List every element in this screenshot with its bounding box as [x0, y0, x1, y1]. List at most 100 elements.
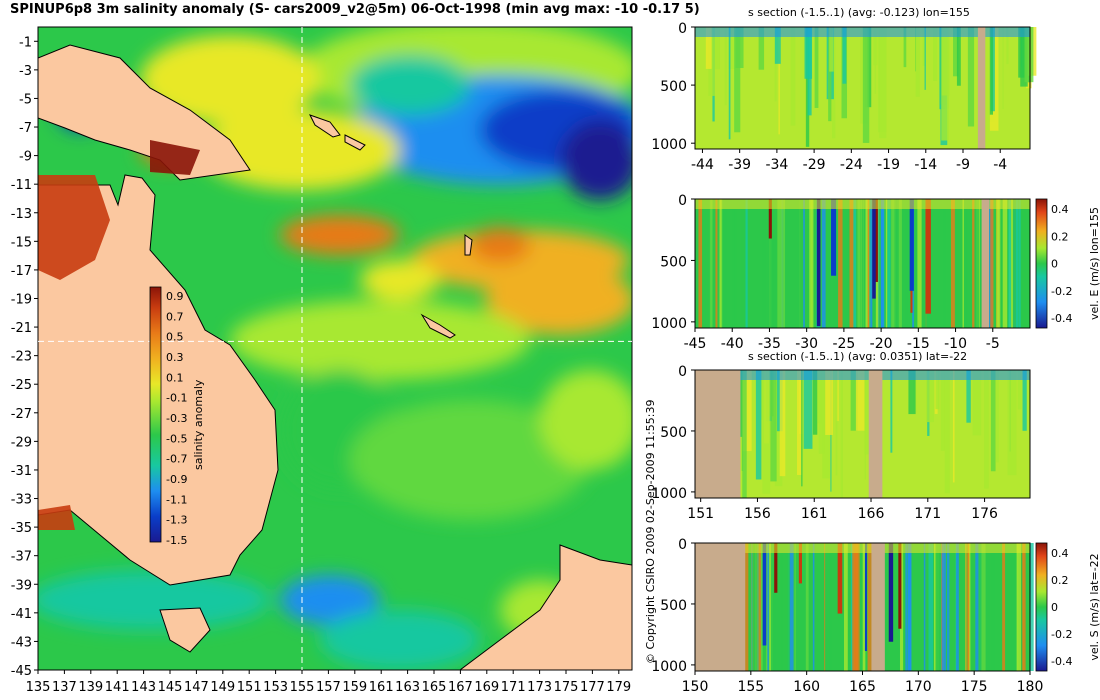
- x-tick-label: -24: [840, 157, 863, 173]
- depth-tick-label: 1000: [651, 316, 687, 332]
- section-streak: [774, 27, 777, 102]
- section-streak: [873, 27, 878, 66]
- section-streak: [989, 27, 993, 115]
- lat-tick-label: -25: [11, 378, 32, 393]
- x-tick-label: 180: [1017, 679, 1044, 695]
- section-streak: [790, 27, 796, 126]
- section-streak: [922, 27, 926, 66]
- lon-tick-label: 157: [316, 680, 341, 695]
- section-streak: [956, 27, 961, 86]
- section-jet: [888, 543, 894, 642]
- section-streak: [956, 543, 959, 671]
- section-streak: [830, 543, 833, 671]
- section-streak: [862, 543, 866, 671]
- section-surface: [695, 543, 1030, 553]
- section-surface: [695, 199, 1030, 209]
- x-tick-label: 155: [737, 679, 764, 695]
- map-colorbar-tick: 0.9: [166, 290, 184, 303]
- section-streak: [981, 543, 986, 671]
- velocity-colorbar-tick: 0.2: [1051, 574, 1069, 587]
- x-tick-label: 166: [858, 506, 885, 522]
- section-streak: [814, 27, 819, 108]
- section-streak: [743, 543, 749, 671]
- section-frame: [694, 369, 1031, 499]
- lat-axis: -1 -3 -5 -7 -9 -11 -13 -15 -17 -19 -21 -23 -25 -27 -29…: [11, 35, 38, 679]
- lon-axis: 135 137 139 141 143 145 147 149 151 153 155 157 159 1…: [26, 670, 631, 695]
- section-streak: [762, 370, 771, 494]
- section-streak: [1022, 199, 1027, 328]
- section-jet: [762, 543, 767, 646]
- section-streak: [955, 543, 957, 671]
- lon-tick-label: 171: [501, 680, 526, 695]
- x-tick-label: 176: [971, 506, 998, 522]
- map-colorbar-tick: 0.1: [166, 371, 184, 384]
- section-jet: [837, 543, 843, 614]
- section-streak: [745, 199, 748, 328]
- section-streak: [984, 370, 989, 489]
- section-streak: [731, 199, 736, 328]
- section-jet: [898, 543, 902, 629]
- section-streak: [705, 199, 707, 328]
- section-streak: [867, 199, 870, 328]
- section-streak: [742, 370, 747, 498]
- section-streak: [828, 27, 832, 122]
- section-streak: [734, 27, 741, 133]
- section-jet: [864, 543, 867, 651]
- depth-tick-label: 1000: [651, 137, 687, 153]
- section-land: [868, 370, 883, 498]
- section-streak: [825, 370, 833, 435]
- lon-tick-label: 137: [52, 680, 77, 695]
- section-streak: [761, 199, 767, 328]
- section-streak: [824, 543, 826, 671]
- section-jet: [816, 199, 821, 327]
- section-streak: [1029, 543, 1034, 671]
- section-streak: [705, 27, 712, 69]
- section-streak: [890, 370, 893, 453]
- velocity-colorbar-tick: 0.4: [1051, 203, 1069, 216]
- lat-tick-label: -9: [19, 150, 32, 165]
- lat-tick-label: -19: [11, 292, 32, 307]
- section-field: [695, 543, 1030, 671]
- section-1-title: s section (-1.5..1) (avg: -0.123) lon=15…: [748, 6, 970, 19]
- depth-tick-label: 0: [678, 537, 687, 553]
- section-streak: [803, 370, 813, 449]
- lat-tick-label: -3: [19, 64, 32, 79]
- section-streak: [770, 370, 777, 482]
- lon-tick-label: 135: [26, 680, 51, 695]
- velocity-colorbar-tick: 0: [1051, 258, 1058, 271]
- section-streak: [925, 370, 934, 423]
- section-jet: [768, 199, 772, 239]
- lat-tick-label: -15: [11, 235, 32, 250]
- velocity-colorbar-label: vel. S (m/s) lat=-22: [1088, 553, 1100, 660]
- section-streak: [855, 543, 860, 671]
- section-streak: [835, 370, 838, 476]
- section-streak: [723, 199, 728, 328]
- section-streak: [1002, 27, 1004, 109]
- x-tick-label: 161: [801, 506, 828, 522]
- section-streak: [905, 199, 908, 328]
- new-caledonia: [420, 313, 456, 339]
- section-streak: [972, 199, 975, 328]
- section-streak: [870, 199, 873, 328]
- velocity-colorbar-tick: 0: [1051, 601, 1058, 614]
- map-colorbar-tick: -0.7: [166, 453, 187, 466]
- section-streak: [997, 199, 999, 328]
- velocity-colorbar: [1035, 198, 1048, 329]
- section-frame: [694, 26, 1031, 150]
- lon-tick-label: 139: [78, 680, 103, 695]
- section-land: [871, 543, 885, 671]
- section-frame: [694, 198, 1031, 329]
- section-streak: [708, 199, 711, 328]
- section-streak: [1017, 370, 1022, 410]
- section-streak: [821, 199, 826, 328]
- section-streak: [996, 370, 999, 463]
- x-tick-label: -10: [944, 336, 967, 352]
- solomon-islands: [309, 114, 366, 151]
- section-streak: [956, 199, 959, 328]
- section-streak: [760, 370, 765, 420]
- velocity-colorbar-tick: -0.4: [1051, 312, 1072, 325]
- section-streak: [1012, 199, 1017, 328]
- section-streak: [728, 27, 731, 140]
- section-streak: [864, 370, 869, 455]
- section-streak: [953, 27, 959, 77]
